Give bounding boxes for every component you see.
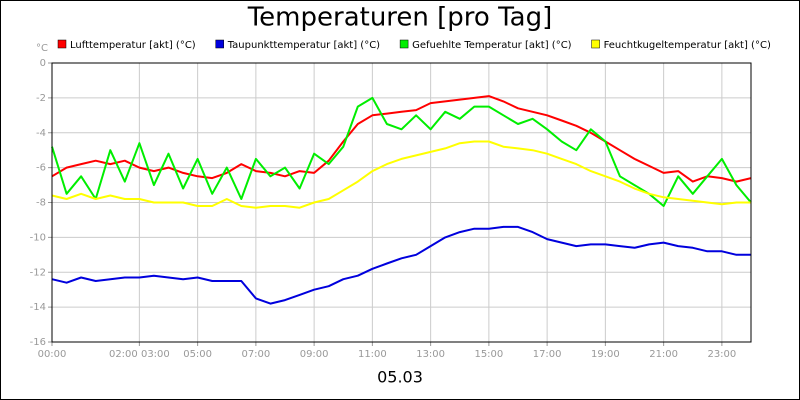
x-tick-label: 17:00 <box>533 349 562 360</box>
series-line <box>51 225 751 305</box>
y-tick-label: 0 <box>40 58 46 69</box>
legend-swatch <box>591 39 600 49</box>
x-tick-label: 15:00 <box>474 349 503 360</box>
y-tick-label: -10 <box>30 232 46 243</box>
y-tick-label: -12 <box>30 267 46 278</box>
x-tick-label: 11:00 <box>358 349 387 360</box>
x-tick-label: 00:00 <box>38 349 67 360</box>
y-tick-label: -16 <box>30 337 46 348</box>
x-tick-label: 02:00 03:00 <box>109 349 170 360</box>
y-tick-label: -2 <box>36 93 46 104</box>
legend-swatch <box>215 39 224 49</box>
series-line <box>51 140 751 209</box>
legend-label: Feuchtkugeltemperatur [akt] (°C) <box>604 40 771 51</box>
y-unit: °C <box>36 43 48 54</box>
plot-border <box>51 62 752 343</box>
legend-swatch <box>399 39 409 49</box>
x-tick-label: 07:00 <box>241 349 270 360</box>
legend-label: Taupunkttemperatur [akt] (°C) <box>227 40 380 51</box>
y-tick-label: -14 <box>30 302 46 313</box>
series-line <box>51 95 752 183</box>
legend-label: Lufttemperatur [akt] (°C) <box>70 40 196 51</box>
x-tick-label: 09:00 <box>300 349 329 360</box>
x-tick-label: 13:00 <box>416 349 445 360</box>
x-tick-label: 21:00 <box>649 349 678 360</box>
legend-label: Gefuehlte Temperatur [akt] (°C) <box>412 40 572 51</box>
y-tick-label: -4 <box>36 128 46 139</box>
legend-swatch <box>57 39 67 49</box>
chart-title: Temperaturen [pro Tag] <box>247 3 553 33</box>
x-label: 05.03 <box>377 368 423 387</box>
x-tick-label: 05:00 <box>183 349 212 360</box>
y-tick-label: -8 <box>36 198 46 209</box>
x-tick-label: 19:00 <box>591 349 620 360</box>
x-tick-label: 23:00 <box>707 349 736 360</box>
y-tick-label: -6 <box>36 163 46 174</box>
series-line <box>51 96 752 207</box>
